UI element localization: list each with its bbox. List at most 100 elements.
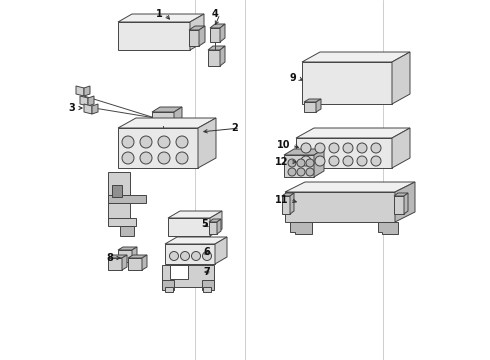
Polygon shape (217, 219, 221, 234)
Polygon shape (290, 193, 294, 214)
Bar (112, 185, 122, 197)
Bar (162, 265, 214, 287)
Polygon shape (282, 193, 294, 196)
Circle shape (122, 152, 134, 164)
Polygon shape (302, 52, 410, 62)
Polygon shape (304, 99, 321, 102)
Polygon shape (282, 196, 290, 214)
Circle shape (288, 168, 296, 176)
Circle shape (297, 159, 305, 167)
Polygon shape (284, 149, 324, 155)
Circle shape (180, 252, 190, 261)
Polygon shape (290, 222, 312, 234)
Bar (108, 172, 130, 222)
Polygon shape (210, 24, 225, 28)
Polygon shape (210, 28, 220, 42)
Polygon shape (316, 99, 321, 112)
Circle shape (140, 152, 152, 164)
Polygon shape (220, 46, 225, 66)
Polygon shape (284, 155, 314, 177)
Circle shape (301, 143, 311, 153)
Polygon shape (108, 255, 127, 258)
Bar (108, 195, 146, 203)
Polygon shape (394, 193, 408, 196)
Bar (202, 280, 214, 290)
Circle shape (202, 252, 212, 261)
Circle shape (140, 136, 152, 148)
Polygon shape (132, 247, 137, 262)
Polygon shape (394, 196, 404, 214)
Polygon shape (165, 237, 227, 244)
Polygon shape (190, 14, 204, 50)
Polygon shape (392, 128, 410, 168)
Polygon shape (118, 250, 132, 262)
Polygon shape (210, 211, 222, 236)
Polygon shape (152, 112, 174, 126)
Bar (120, 226, 134, 236)
Polygon shape (174, 107, 182, 126)
Circle shape (297, 168, 305, 176)
Circle shape (301, 156, 311, 166)
Circle shape (329, 143, 339, 153)
Text: 11: 11 (274, 195, 288, 205)
Circle shape (306, 168, 314, 176)
Circle shape (170, 252, 178, 261)
Circle shape (357, 143, 367, 153)
Text: 6: 6 (203, 247, 210, 257)
Polygon shape (208, 50, 220, 66)
Polygon shape (199, 26, 205, 46)
Polygon shape (296, 138, 392, 168)
Text: 3: 3 (68, 103, 75, 113)
Polygon shape (118, 128, 198, 168)
Circle shape (315, 156, 325, 166)
Circle shape (176, 136, 188, 148)
Polygon shape (84, 104, 92, 114)
Polygon shape (118, 22, 190, 50)
Text: 5: 5 (201, 219, 208, 229)
Bar (203, 287, 211, 292)
Circle shape (288, 159, 296, 167)
Circle shape (343, 143, 353, 153)
Polygon shape (122, 255, 127, 270)
Polygon shape (108, 258, 122, 270)
Polygon shape (314, 149, 324, 177)
Polygon shape (88, 96, 94, 106)
Circle shape (158, 136, 170, 148)
Text: 10: 10 (276, 140, 290, 150)
Text: 8: 8 (106, 253, 113, 263)
Polygon shape (296, 128, 410, 138)
Polygon shape (152, 107, 182, 112)
Polygon shape (395, 182, 415, 222)
Bar (162, 280, 174, 290)
Polygon shape (128, 255, 147, 258)
Circle shape (158, 152, 170, 164)
Circle shape (343, 156, 353, 166)
Text: 7: 7 (203, 267, 210, 277)
Polygon shape (378, 222, 398, 234)
Polygon shape (165, 244, 215, 264)
Bar (165, 287, 173, 292)
Polygon shape (84, 86, 90, 96)
Polygon shape (392, 52, 410, 104)
Text: 1: 1 (156, 9, 163, 19)
Polygon shape (118, 118, 216, 128)
Polygon shape (118, 247, 137, 250)
Bar (108, 218, 136, 226)
Text: 2: 2 (231, 123, 238, 133)
Polygon shape (209, 222, 217, 234)
Circle shape (122, 136, 134, 148)
Polygon shape (285, 182, 415, 192)
Polygon shape (215, 237, 227, 264)
Polygon shape (168, 218, 210, 236)
Polygon shape (302, 62, 392, 104)
Text: 4: 4 (211, 9, 218, 19)
Polygon shape (76, 86, 84, 96)
Polygon shape (304, 102, 316, 112)
Polygon shape (198, 118, 216, 168)
Circle shape (306, 159, 314, 167)
Circle shape (315, 143, 325, 153)
Polygon shape (220, 24, 225, 42)
Polygon shape (189, 26, 205, 30)
Polygon shape (285, 192, 395, 222)
Circle shape (329, 156, 339, 166)
